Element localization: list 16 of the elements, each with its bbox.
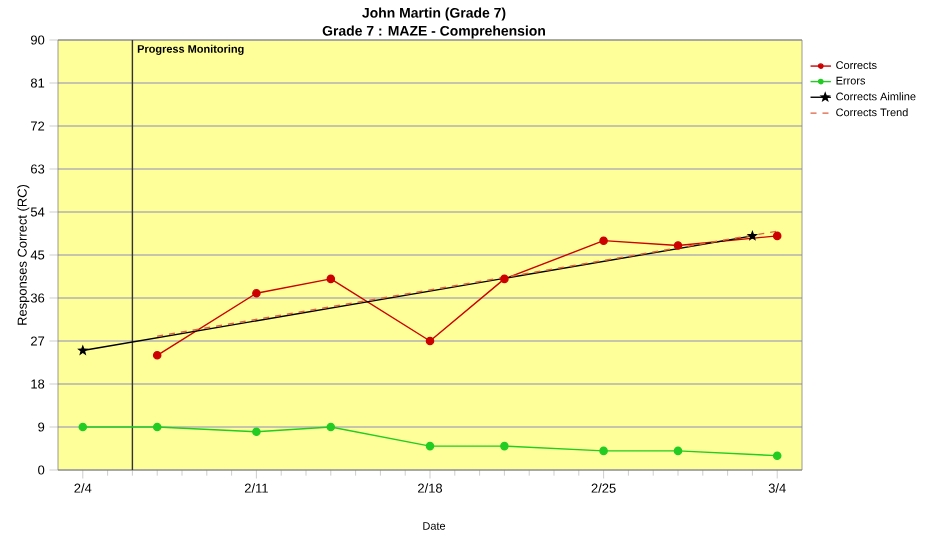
point	[326, 274, 336, 284]
point	[425, 441, 435, 451]
point	[500, 274, 509, 284]
point	[78, 422, 88, 432]
point	[599, 446, 608, 456]
point	[673, 446, 683, 456]
point	[152, 422, 162, 432]
point	[252, 427, 261, 437]
point	[425, 336, 435, 346]
point	[252, 288, 261, 298]
point	[673, 241, 683, 250]
point	[77, 344, 89, 356]
point	[500, 441, 509, 451]
point	[599, 236, 608, 245]
point	[152, 351, 162, 360]
point	[326, 422, 336, 432]
